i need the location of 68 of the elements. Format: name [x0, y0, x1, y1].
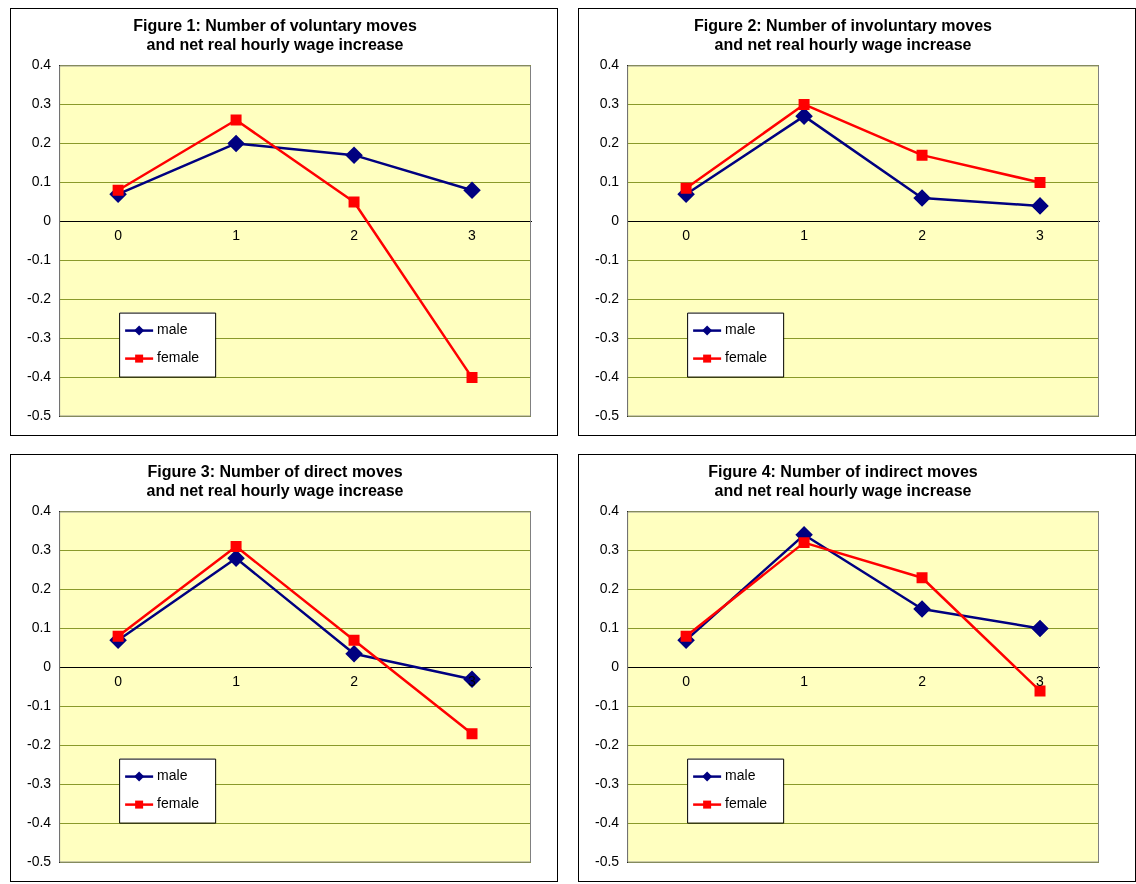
y-tick-label: 0.4 [599, 502, 620, 519]
x-tick-label: 1 [800, 227, 809, 244]
y-tick-label: -0.4 [595, 814, 620, 831]
y-tick-label: -0.2 [27, 736, 52, 753]
x-tick-label: 1 [800, 673, 809, 690]
y-tick-label: -0.5 [595, 853, 620, 870]
y-tick-label: 0.1 [599, 619, 620, 636]
legend-label: female [725, 795, 768, 812]
y-tick-label: -0.2 [595, 736, 620, 753]
y-tick-label: -0.1 [595, 697, 620, 714]
y-tick-label: -0.1 [27, 697, 52, 714]
legend-label: male [157, 767, 188, 784]
x-tick-label: 1 [232, 227, 241, 244]
chart-title: Figure 2: Number of involuntary moves and net real hourly wage increase [694, 17, 993, 54]
y-tick-label: 0.3 [31, 541, 52, 558]
y-tick-label: 0 [43, 658, 52, 675]
y-tick-label: -0.5 [27, 853, 52, 870]
y-tick-label: 0 [611, 212, 620, 229]
x-tick-label: 0 [114, 673, 123, 690]
y-tick-label: 0.3 [599, 541, 620, 558]
x-tick-label: 2 [918, 227, 927, 244]
y-tick-label: 0.4 [31, 56, 52, 73]
y-tick-label: -0.2 [27, 290, 52, 307]
y-tick-label: -0.2 [595, 290, 620, 307]
legend-label: female [725, 349, 768, 366]
y-tick-label: 0.3 [31, 95, 52, 112]
legend-label: male [157, 321, 188, 338]
y-tick-label: -0.3 [595, 775, 620, 792]
legend-label: female [157, 349, 200, 366]
y-tick-label: -0.3 [27, 329, 52, 346]
chart-title: Figure 1: Number of voluntary moves and net real hourly wage increase [133, 17, 417, 54]
y-tick-label: 0.2 [31, 134, 52, 151]
y-tick-label: -0.5 [27, 407, 52, 424]
chart-title: Figure 3: Number of direct moves and net real hourly wage increase [146, 463, 404, 500]
legend-label: male [725, 767, 756, 784]
y-tick-label: 0.2 [31, 580, 52, 597]
y-tick-label: 0.1 [31, 173, 52, 190]
y-tick-label: -0.4 [27, 814, 52, 831]
y-tick-label: 0.3 [599, 95, 620, 112]
x-tick-label: 3 [468, 673, 477, 690]
y-tick-label: 0.1 [31, 619, 52, 636]
y-tick-label: -0.1 [595, 251, 620, 268]
x-tick-label: 2 [350, 673, 359, 690]
y-tick-label: 0 [43, 212, 52, 229]
y-tick-label: 0.1 [599, 173, 620, 190]
y-tick-label: 0 [611, 658, 620, 675]
x-tick-label: 3 [1036, 673, 1045, 690]
chart-title: Figure 4: Number of indirect moves and net real hourly wage increase [708, 463, 978, 500]
y-tick-label: 0.4 [599, 56, 620, 73]
x-tick-label: 2 [350, 227, 359, 244]
y-tick-label: -0.3 [27, 775, 52, 792]
x-tick-label: 0 [682, 227, 691, 244]
y-tick-label: -0.3 [595, 329, 620, 346]
legend-label: male [725, 321, 756, 338]
x-tick-label: 3 [468, 227, 477, 244]
x-tick-label: 1 [232, 673, 241, 690]
legend-label: female [157, 795, 200, 812]
y-tick-label: 0.2 [599, 134, 620, 151]
y-tick-label: -0.4 [595, 368, 620, 385]
y-tick-label: -0.4 [27, 368, 52, 385]
y-tick-label: 0.4 [31, 502, 52, 519]
y-tick-label: 0.2 [599, 580, 620, 597]
x-tick-label: 0 [682, 673, 691, 690]
y-tick-label: -0.1 [27, 251, 52, 268]
x-tick-label: 0 [114, 227, 123, 244]
x-tick-label: 2 [918, 673, 927, 690]
y-tick-label: -0.5 [595, 407, 620, 424]
x-tick-label: 3 [1036, 227, 1045, 244]
